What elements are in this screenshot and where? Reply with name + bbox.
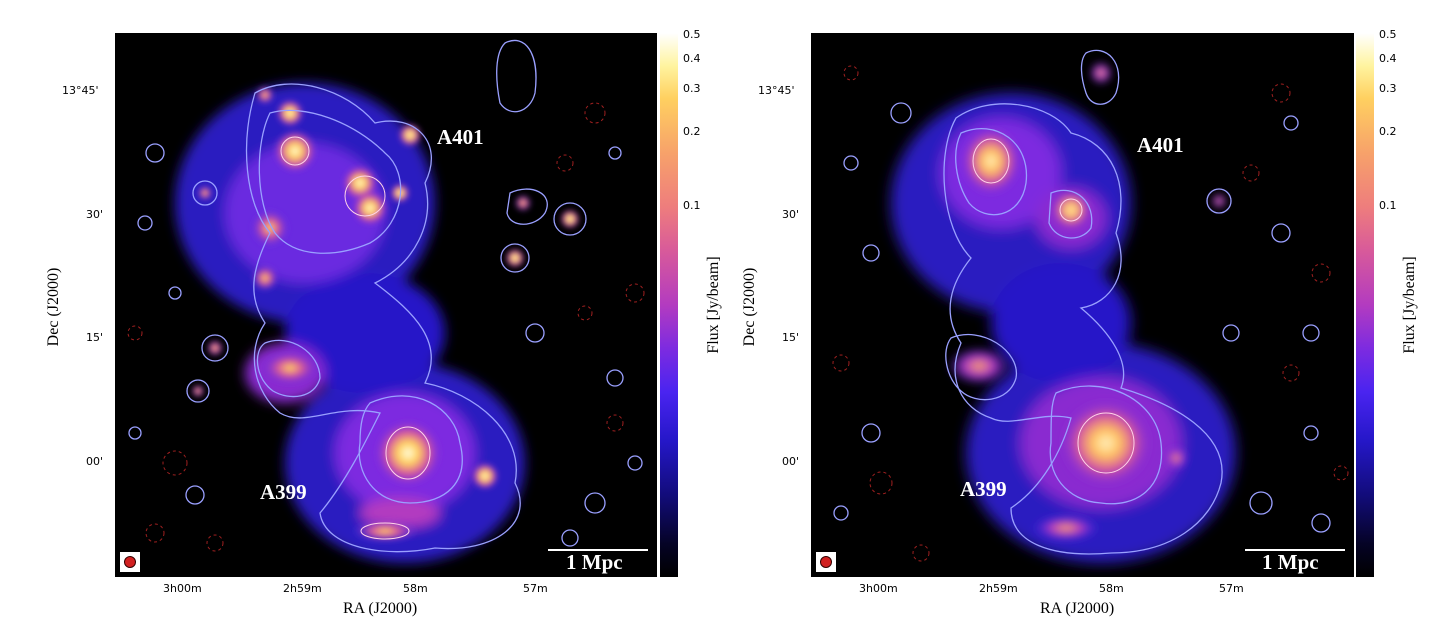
right-dec-tick: 30' bbox=[782, 208, 800, 221]
right-y-axis-label: Dec (J2000) bbox=[741, 267, 758, 347]
left-beam-ellipse-icon bbox=[124, 556, 136, 568]
left-ra-tick: 3h00m bbox=[163, 582, 202, 595]
left-x-axis-label: RA (J2000) bbox=[343, 600, 418, 617]
right-inner-contours bbox=[972, 138, 1135, 474]
right-colorbar bbox=[1356, 33, 1374, 577]
right-ra-tick: 3h00m bbox=[859, 582, 898, 595]
right-cluster-label-a399: A399 bbox=[960, 477, 1007, 501]
right-radio-map bbox=[811, 33, 1354, 577]
right-ra-tick: 58m bbox=[1099, 582, 1124, 595]
right-x-axis-label: RA (J2000) bbox=[1040, 600, 1115, 617]
left-panel: A401 A399 1 Mpc 13°45' 30' 15' 00' 3h00m… bbox=[45, 28, 722, 617]
right-ra-tick: 2h59m bbox=[979, 582, 1018, 595]
left-cluster-label-a399: A399 bbox=[260, 480, 307, 504]
right-colorbar-tick: 0.5 bbox=[1379, 28, 1397, 41]
right-dec-tick: 00' bbox=[782, 455, 800, 468]
left-colorbar bbox=[660, 33, 678, 577]
right-scale-bar-label: 1 Mpc bbox=[1262, 550, 1319, 574]
right-panel: A401 A399 1 Mpc 13°45' 30' 15' 00' 3h00m… bbox=[720, 0, 1440, 642]
left-ra-tick: 58m bbox=[403, 582, 428, 595]
right-scale-bar bbox=[1245, 549, 1345, 551]
left-colorbar-tick: 0.5 bbox=[683, 28, 701, 41]
right-colorbar-tick: 0.2 bbox=[1379, 125, 1397, 138]
left-cluster-label-a401: A401 bbox=[437, 125, 484, 149]
left-negative-contours bbox=[127, 102, 645, 552]
left-colorbar-tick: 0.2 bbox=[683, 125, 701, 138]
right-negative-contours bbox=[832, 65, 1349, 562]
left-inner-contours bbox=[280, 136, 431, 540]
left-colorbar-tick: 0.4 bbox=[683, 52, 701, 65]
left-radio-map bbox=[115, 33, 657, 577]
right-colorbar-tick: 0.1 bbox=[1379, 199, 1397, 212]
left-dec-tick: 00' bbox=[86, 455, 104, 468]
right-cluster-label-a401: A401 bbox=[1137, 133, 1184, 157]
left-scale-bar-label: 1 Mpc bbox=[566, 550, 623, 574]
left-contours bbox=[128, 39, 643, 553]
left-colorbar-tick: 0.1 bbox=[683, 199, 701, 212]
right-dec-tick: 15' bbox=[782, 331, 800, 344]
left-scale-bar bbox=[548, 549, 648, 551]
left-beam-marker bbox=[120, 552, 140, 572]
right-colorbar-label: Flux [Jy/beam] bbox=[1401, 256, 1418, 354]
left-map-image bbox=[115, 33, 657, 577]
left-ra-tick: 57m bbox=[523, 582, 548, 595]
right-ra-tick: 57m bbox=[1219, 582, 1244, 595]
left-dec-tick: 30' bbox=[86, 208, 104, 221]
right-map-image bbox=[811, 33, 1354, 577]
left-ra-tick: 2h59m bbox=[283, 582, 322, 595]
left-y-axis-label: Dec (J2000) bbox=[45, 267, 62, 347]
right-contours bbox=[833, 49, 1331, 555]
right-dec-tick: 13°45' bbox=[758, 84, 795, 97]
left-colorbar-tick: 0.3 bbox=[683, 82, 701, 95]
right-colorbar-tick: 0.3 bbox=[1379, 82, 1397, 95]
left-diffuse-emission bbox=[175, 83, 525, 563]
right-beam-marker bbox=[816, 552, 836, 572]
left-dec-tick: 13°45' bbox=[62, 84, 99, 97]
left-dec-tick: 15' bbox=[86, 331, 104, 344]
right-beam-ellipse-icon bbox=[820, 556, 832, 568]
right-colorbar-tick: 0.4 bbox=[1379, 52, 1397, 65]
right-compact-sources bbox=[947, 61, 1227, 542]
